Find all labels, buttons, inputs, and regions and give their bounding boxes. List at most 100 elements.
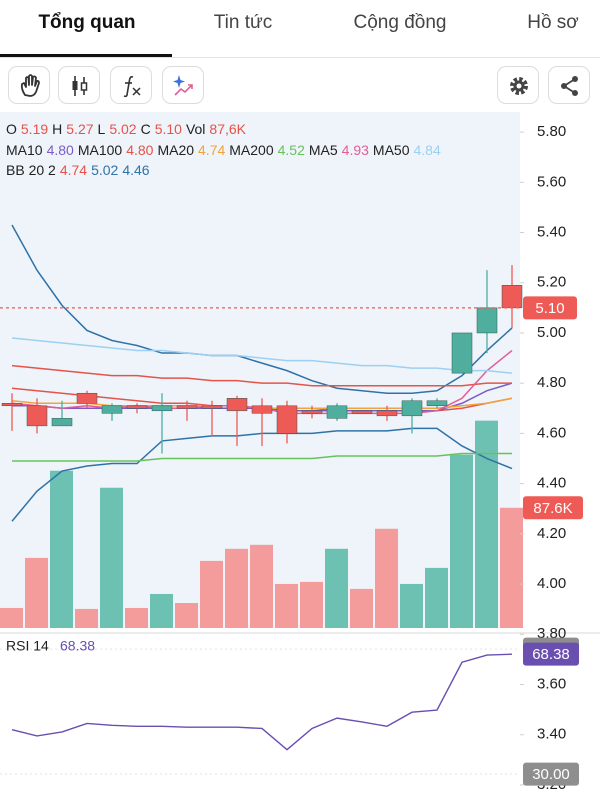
indicator-button[interactable] [110,66,152,104]
ma-name: MA200 [229,141,274,158]
candle-body [426,400,448,407]
volume-bar [100,487,123,628]
candle-body [26,405,48,427]
moving-average-line [11,337,513,374]
candle-body [76,392,98,404]
ma-row: MA10 4.80 MA100 4.80 MA20 4.74 MA200 4.52 MA5 4.9… [6,140,445,161]
y-tick-label: 3.40 [537,726,566,743]
bollinger-line [11,224,513,394]
volume-bar [350,588,373,628]
volume-bar [425,567,448,628]
y-tick-label: 4.00 [537,575,566,592]
rsi-value-badge-bg [523,642,579,666]
ma-name: MA5 [308,141,338,158]
active-tab-indicator [0,54,172,57]
volume-bar [325,548,348,628]
candle-body [226,397,248,412]
ohlc-value: 5.19 [20,121,49,137]
tab[interactable]: Cộng đồng [353,12,447,33]
candle-body [126,405,148,409]
y-tick-label: 5.20 [537,274,566,291]
ai-analysis-button[interactable] [162,66,204,104]
moving-average-line [11,364,512,387]
candle-body [476,307,498,334]
volume-bar [275,583,298,628]
candle-body [51,418,73,427]
rsi-name: RSI 14 [6,638,49,654]
ohlc-value: 5.02 [109,121,137,137]
y-tick-label: 4.20 [537,525,566,542]
fx-icon [123,76,141,98]
ohlc-label: Vol [185,121,206,137]
volume-bar [50,470,73,628]
price-pane-background [0,112,520,628]
share-icon [561,76,578,96]
candle-body [176,405,198,409]
tab[interactable]: Tổng quan [38,12,136,33]
indicator-legend: O 5.19 H 5.27 L 5.02 C 5.10 Vol 87,6K MA10 4.80 MA1… [6,119,445,181]
last-price-badge: 5.10 [535,300,564,317]
gear-icon [510,77,528,95]
share-button[interactable] [548,66,590,104]
ma-value: 4.80 [46,141,74,158]
ma-name: MA20 [157,141,195,158]
y-tick-label: 4.60 [537,424,566,441]
candle-body [351,410,373,414]
y-tick-label: 5.00 [537,324,566,341]
last-volume-badge-bg [523,496,583,520]
ohlc-row: O 5.19 H 5.27 L 5.02 C 5.10 Vol 87,6K [6,119,445,140]
volume-bar [225,548,248,628]
ma-value: 4.93 [341,141,369,158]
tab[interactable]: Tin tức [213,12,273,33]
volume-bar [25,557,48,628]
volume-bar [0,607,23,628]
y-tick-label: 5.80 [537,123,566,140]
ohlc-value: 5.10 [154,121,182,137]
chart-toolbar [0,58,600,112]
candle-body [276,405,298,434]
rsi-line [11,653,513,751]
last-price-badge-bg [523,296,577,320]
sparkle-icon [173,75,193,96]
rsi-level-badge: 30.00 [532,766,570,783]
candle-body [1,403,23,407]
candle-body [326,405,348,419]
y-tick-label: 4.80 [537,374,566,391]
volume-bar [300,581,323,628]
candle-body [251,405,273,414]
bb-value: 4.46 [122,162,150,178]
bb-value: 5.02 [91,162,119,178]
volume-bar [150,593,173,628]
candle-body [301,410,323,414]
y-tick-label: 3.60 [537,675,566,692]
ma-name: MA10 [6,141,43,158]
candle-body [376,410,398,417]
moving-average-line [12,452,512,462]
chart-type-button[interactable] [58,66,100,104]
ohlc-value: 87,6K [209,121,246,137]
draw-tool-button[interactable] [8,66,50,104]
tab[interactable]: Hồ sơ [527,12,579,33]
volume-bar [75,608,98,628]
volume-bar [475,420,498,628]
ma-name: MA50 [372,141,410,158]
ohlc-label: C [140,121,151,137]
candle-body [501,285,523,309]
volume-bar [200,560,223,628]
candle-body [101,405,123,414]
candle-body [451,332,473,374]
volume-bar [375,528,398,628]
rsi-level-badge-bg [523,762,579,786]
ohlc-label: L [97,121,106,137]
rsi-value: 68.38 [60,638,95,654]
bb-value: 4.74 [59,162,88,178]
ma-value: 4.84 [413,141,441,158]
y-tick-label: 4.40 [537,475,566,492]
candle-icon [72,76,88,96]
ma-value: 4.74 [198,141,226,158]
volume-bar [175,603,198,628]
settings-button[interactable] [497,66,539,104]
candle-body [201,405,223,409]
